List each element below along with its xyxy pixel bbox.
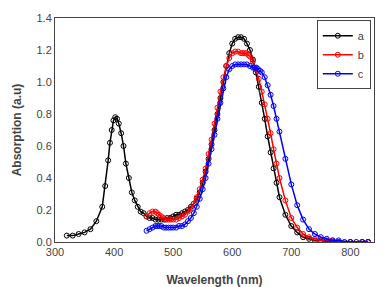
svg-text:700: 700	[282, 246, 300, 258]
svg-text:1.0: 1.0	[37, 76, 52, 88]
svg-text:600: 600	[223, 246, 241, 258]
svg-text:400: 400	[105, 246, 123, 258]
svg-text:1.4: 1.4	[37, 12, 52, 24]
svg-text:0.2: 0.2	[37, 204, 52, 216]
svg-text:500: 500	[164, 246, 182, 258]
svg-text:b: b	[358, 49, 364, 61]
svg-text:800: 800	[341, 246, 359, 258]
svg-text:0.0: 0.0	[37, 236, 52, 248]
svg-text:0.6: 0.6	[37, 140, 52, 152]
svg-text:0.4: 0.4	[37, 172, 52, 184]
svg-text:Wavelength (nm): Wavelength (nm)	[166, 273, 262, 287]
svg-text:a: a	[358, 30, 365, 42]
svg-text:1.2: 1.2	[37, 44, 52, 56]
svg-text:0.8: 0.8	[37, 108, 52, 120]
svg-text:300: 300	[46, 246, 64, 258]
svg-text:Absorption (a.u): Absorption (a.u)	[10, 84, 24, 177]
svg-text:c: c	[358, 68, 364, 80]
